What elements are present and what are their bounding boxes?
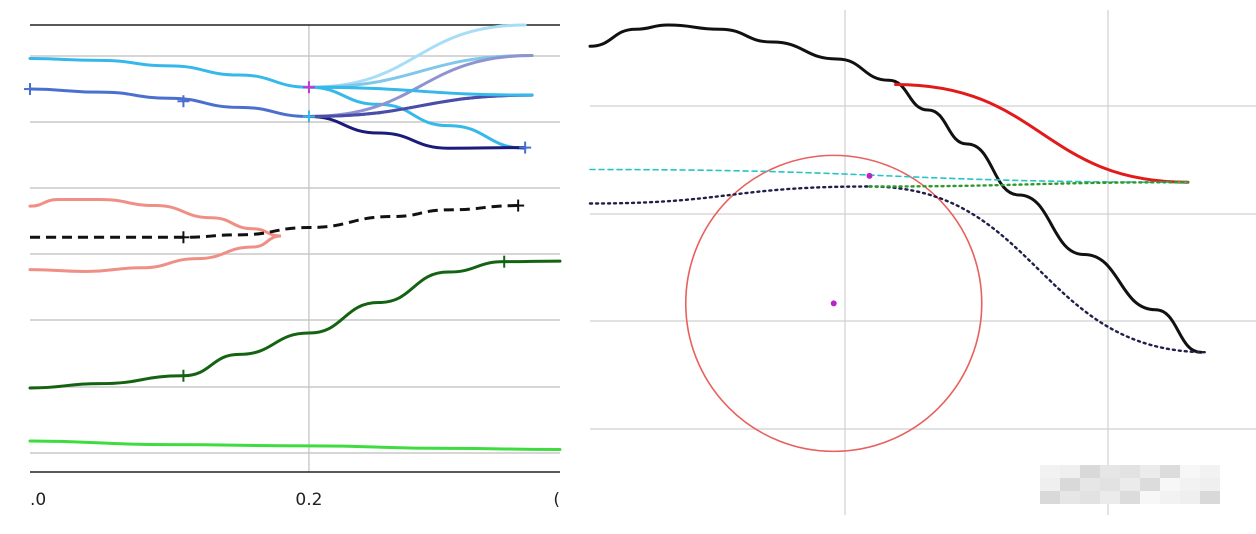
left-series-line-6: [28, 439, 562, 452]
watermark-pixel: [1060, 478, 1080, 491]
left-x-tick-label-0: .0: [30, 490, 46, 510]
left-chart-panel: .0 0.2 (: [24, 23, 562, 510]
green-dotted: [868, 181, 1190, 188]
left-series-line-9: [307, 54, 534, 118]
left-marker-7: [177, 369, 190, 382]
right-chart-panel: [588, 10, 1256, 515]
watermark-pixel: [1180, 491, 1200, 504]
left-series-line-8: [307, 54, 534, 89]
left-series-line-4: [30, 204, 519, 239]
watermark-pixel: [1120, 465, 1140, 478]
watermark-pixel: [1160, 491, 1180, 504]
left-marker-5: [177, 231, 190, 244]
left-marker-4: [519, 141, 532, 154]
left-series-line-3: [28, 197, 282, 273]
watermark-pixel: [1040, 465, 1060, 478]
left-marker-3: [302, 81, 315, 94]
left-marker-0: [24, 83, 36, 96]
watermark-pixel: [1120, 478, 1140, 491]
left-marker-1: [177, 95, 190, 108]
watermark-pixel: [1080, 465, 1100, 478]
right-point-0: [830, 300, 837, 307]
watermark-pixel: [1160, 465, 1180, 478]
watermark-pixel: [1140, 478, 1160, 491]
left-series-line-0: [28, 57, 527, 150]
teal-dashed-line: [589, 168, 1189, 184]
left-marker-6: [512, 199, 525, 212]
watermark-pixel: [1180, 478, 1200, 491]
watermark-pixel: [1100, 491, 1120, 504]
left-marker-8: [498, 255, 511, 268]
watermark-pixel: [1040, 491, 1060, 504]
watermark-pixel: [1160, 478, 1180, 491]
left-series-line-2: [307, 115, 527, 150]
watermark-pixel: [1060, 465, 1080, 478]
watermark-pixel: [1200, 491, 1220, 504]
black-curve: [588, 23, 1203, 354]
red-line: [894, 83, 1190, 184]
watermark-pixel: [1180, 465, 1200, 478]
left-x-tick-label-2: (: [553, 490, 560, 510]
left-series-line-5: [28, 259, 562, 390]
watermark-pixel: [1040, 478, 1060, 491]
left-series-line-7: [307, 23, 527, 89]
navy-dotted-lower: [868, 185, 1209, 354]
left-x-tick-label-1: 0.2: [295, 490, 322, 510]
watermark-pixel: [1100, 465, 1120, 478]
watermark-pixel: [1060, 491, 1080, 504]
watermark-pixel: [1080, 491, 1100, 504]
watermark-pixel: [1200, 465, 1220, 478]
left-series-line-1: [28, 87, 311, 118]
watermark-pixel: [1080, 478, 1100, 491]
left-marker-2: [302, 110, 315, 123]
left-series-line-12: [307, 85, 534, 97]
watermark-pixel: [1100, 478, 1120, 491]
watermark-pixel: [1140, 465, 1160, 478]
red-circle: [684, 154, 983, 453]
watermark-pixel: [1120, 491, 1140, 504]
watermark-pixel: [1140, 491, 1160, 504]
right-point-1: [866, 172, 873, 179]
watermark-pixel: [1200, 478, 1220, 491]
navy-dotted-upper: [588, 185, 871, 205]
